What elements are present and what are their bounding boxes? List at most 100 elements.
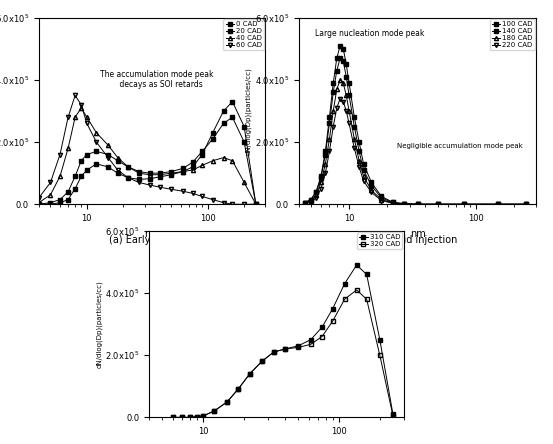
180 CAD bbox=[356, 158, 362, 163]
20 CAD bbox=[220, 121, 227, 126]
310 CAD bbox=[281, 346, 288, 352]
60 CAD bbox=[114, 167, 121, 173]
60 CAD bbox=[199, 194, 206, 199]
40 CAD bbox=[72, 115, 79, 120]
60 CAD bbox=[146, 182, 153, 188]
320 CAD bbox=[319, 334, 325, 339]
0 CAD bbox=[253, 202, 259, 207]
40 CAD bbox=[220, 155, 227, 160]
140 CAD bbox=[400, 201, 407, 206]
Text: Negligible accumulation mode peak: Negligible accumulation mode peak bbox=[398, 143, 523, 149]
320 CAD bbox=[330, 318, 336, 324]
320 CAD bbox=[211, 408, 217, 414]
100 CAD bbox=[322, 149, 328, 154]
320 CAD bbox=[200, 413, 207, 418]
60 CAD bbox=[93, 139, 100, 145]
20 CAD bbox=[84, 152, 90, 157]
310 CAD bbox=[270, 349, 277, 355]
60 CAD bbox=[189, 191, 196, 196]
220 CAD bbox=[356, 164, 362, 170]
Line: 0 CAD: 0 CAD bbox=[36, 99, 258, 206]
60 CAD bbox=[210, 197, 216, 202]
320 CAD bbox=[224, 399, 231, 404]
320 CAD bbox=[341, 297, 348, 302]
60 CAD bbox=[220, 200, 227, 205]
100 CAD bbox=[346, 80, 352, 86]
310 CAD bbox=[353, 262, 360, 268]
310 CAD bbox=[295, 343, 301, 349]
20 CAD bbox=[125, 164, 132, 170]
40 CAD bbox=[168, 170, 175, 176]
100 CAD bbox=[435, 202, 441, 207]
20 CAD bbox=[93, 149, 100, 154]
180 CAD bbox=[326, 136, 333, 142]
40 CAD bbox=[156, 172, 163, 177]
180 CAD bbox=[360, 174, 367, 179]
20 CAD bbox=[105, 152, 112, 157]
220 CAD bbox=[317, 186, 324, 191]
60 CAD bbox=[253, 202, 259, 207]
0 CAD bbox=[35, 202, 42, 207]
100 CAD bbox=[333, 56, 340, 61]
0 CAD bbox=[105, 164, 112, 170]
20 CAD bbox=[78, 158, 85, 163]
20 CAD bbox=[114, 158, 121, 163]
310 CAD bbox=[200, 413, 207, 418]
60 CAD bbox=[156, 185, 163, 190]
140 CAD bbox=[346, 93, 352, 98]
320 CAD bbox=[390, 413, 397, 418]
220 CAD bbox=[302, 201, 309, 206]
220 CAD bbox=[368, 190, 375, 195]
0 CAD bbox=[229, 99, 236, 104]
220 CAD bbox=[326, 149, 333, 154]
20 CAD bbox=[229, 115, 236, 120]
20 CAD bbox=[179, 166, 186, 171]
220 CAD bbox=[523, 202, 530, 207]
140 CAD bbox=[326, 121, 333, 126]
0 CAD bbox=[47, 202, 54, 207]
20 CAD bbox=[135, 169, 142, 174]
0 CAD bbox=[199, 152, 206, 157]
220 CAD bbox=[460, 202, 467, 207]
20 CAD bbox=[241, 139, 247, 145]
140 CAD bbox=[322, 152, 328, 157]
180 CAD bbox=[322, 161, 328, 166]
0 CAD bbox=[146, 176, 153, 182]
100 CAD bbox=[317, 174, 324, 179]
310 CAD bbox=[258, 359, 265, 364]
0 CAD bbox=[125, 175, 132, 180]
100 CAD bbox=[415, 202, 421, 207]
100 CAD bbox=[400, 201, 407, 206]
40 CAD bbox=[179, 169, 186, 174]
40 CAD bbox=[146, 172, 153, 177]
220 CAD bbox=[313, 195, 320, 201]
140 CAD bbox=[317, 175, 324, 180]
310 CAD bbox=[363, 272, 370, 277]
20 CAD bbox=[156, 170, 163, 176]
180 CAD bbox=[330, 108, 337, 114]
60 CAD bbox=[35, 195, 42, 201]
180 CAD bbox=[460, 202, 467, 207]
140 CAD bbox=[389, 200, 396, 205]
140 CAD bbox=[356, 149, 362, 154]
220 CAD bbox=[495, 202, 502, 207]
320 CAD bbox=[247, 371, 253, 377]
100 CAD bbox=[326, 115, 333, 120]
40 CAD bbox=[135, 170, 142, 176]
140 CAD bbox=[351, 124, 358, 129]
Line: 220 CAD: 220 CAD bbox=[303, 96, 529, 206]
60 CAD bbox=[179, 189, 186, 194]
0 CAD bbox=[156, 174, 163, 179]
320 CAD bbox=[353, 287, 360, 293]
310 CAD bbox=[247, 371, 253, 377]
0 CAD bbox=[135, 177, 142, 182]
0 CAD bbox=[57, 200, 64, 205]
220 CAD bbox=[307, 199, 314, 204]
40 CAD bbox=[65, 146, 71, 151]
Line: 60 CAD: 60 CAD bbox=[36, 93, 258, 206]
180 CAD bbox=[340, 80, 347, 86]
100 CAD bbox=[330, 80, 337, 86]
60 CAD bbox=[241, 202, 247, 207]
X-axis label: nm: nm bbox=[269, 442, 284, 444]
0 CAD bbox=[72, 186, 79, 191]
